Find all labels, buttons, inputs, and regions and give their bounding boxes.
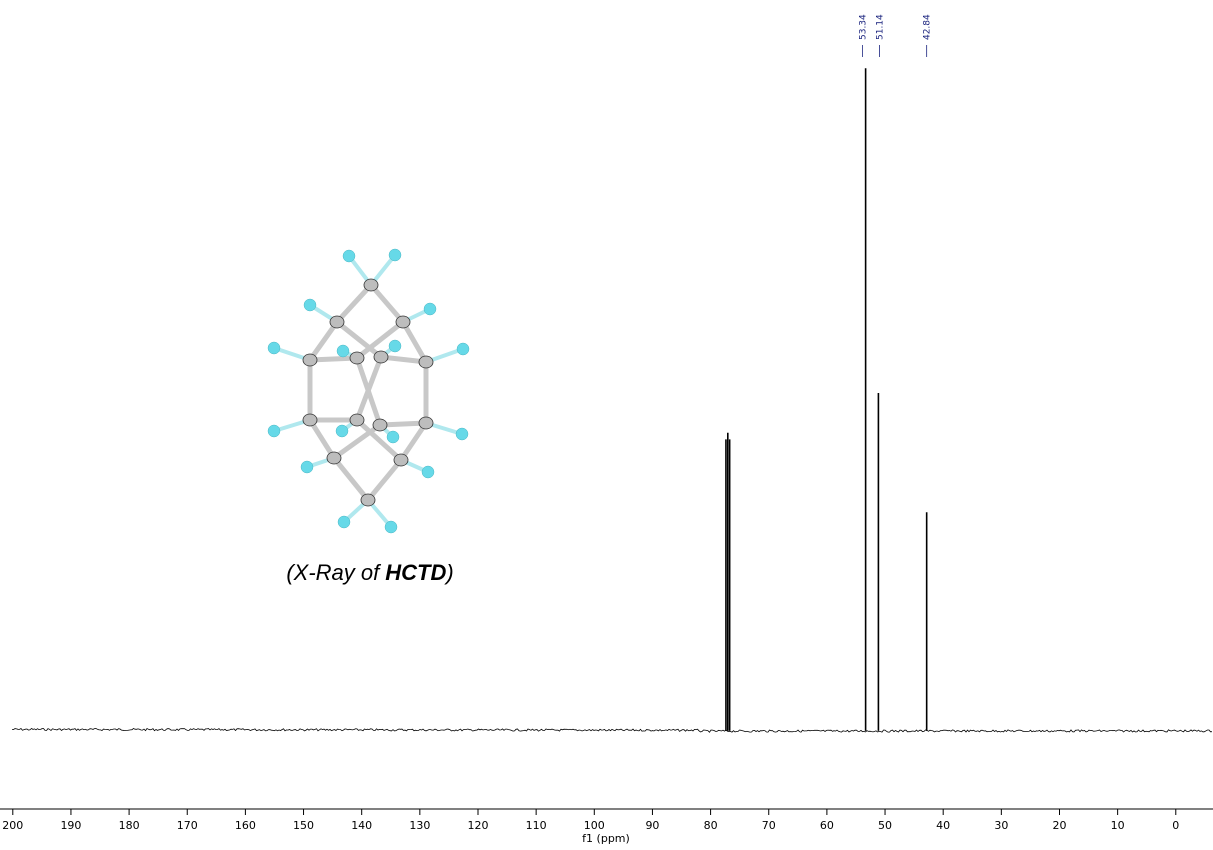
fluorine-atom xyxy=(422,466,434,478)
x-tick-label: 90 xyxy=(645,819,659,832)
caption-emphasis: HCTD xyxy=(385,560,446,585)
x-tick-label: 170 xyxy=(177,819,198,832)
peak-label: 53.34 xyxy=(859,14,869,40)
x-tick-label: 0 xyxy=(1172,819,1179,832)
carbon-atom xyxy=(303,354,317,366)
peak-label: 42.84 xyxy=(923,14,933,40)
bond xyxy=(401,423,426,460)
x-tick-label: 10 xyxy=(1111,819,1125,832)
bond xyxy=(371,285,403,322)
carbon-atom xyxy=(350,352,364,364)
fluorine-atom xyxy=(301,461,313,473)
fluorine-atom xyxy=(268,342,280,354)
x-tick-label: 110 xyxy=(526,819,547,832)
carbon-atom xyxy=(374,351,388,363)
x-tick-label: 180 xyxy=(119,819,140,832)
peak-label: 51.14 xyxy=(875,14,885,40)
x-tick-label: 20 xyxy=(1052,819,1066,832)
chart: (X-Ray ofHCTD) f1 (ppm) 2001901801701601… xyxy=(0,0,1213,850)
carbon-atom xyxy=(303,414,317,426)
carbon-atom xyxy=(394,454,408,466)
carbon-atom xyxy=(364,279,378,291)
baseline-noise xyxy=(12,729,1212,733)
fluorine-atom xyxy=(338,516,350,528)
carbon-atom xyxy=(396,316,410,328)
x-tick-label: 120 xyxy=(467,819,488,832)
x-tick-label: 130 xyxy=(409,819,430,832)
fluorine-atom xyxy=(387,431,399,443)
fluorine-atom xyxy=(389,340,401,352)
bond xyxy=(334,458,368,500)
x-tick-label: 190 xyxy=(60,819,81,832)
carbon-atom xyxy=(373,419,387,431)
x-tick-label: 70 xyxy=(762,819,776,832)
bond xyxy=(368,460,401,500)
fluorine-atom xyxy=(343,250,355,262)
fluorine-atom xyxy=(268,425,280,437)
fluorine-atom xyxy=(424,303,436,315)
fluorine-atom xyxy=(389,249,401,261)
x-tick-label: 200 xyxy=(2,819,23,832)
fluorine-atom xyxy=(304,299,316,311)
molecule xyxy=(268,249,469,533)
x-tick-label: 150 xyxy=(293,819,314,832)
fluorine-atom xyxy=(336,425,348,437)
x-tick-label: 140 xyxy=(351,819,372,832)
carbon-atom xyxy=(419,356,433,368)
bond xyxy=(310,322,337,360)
carbon-atom xyxy=(419,417,433,429)
fluorine-atom xyxy=(456,428,468,440)
bond xyxy=(310,420,334,458)
carbon-atom xyxy=(327,452,341,464)
caption-text: (X-Ray of xyxy=(286,560,382,585)
bond xyxy=(337,285,371,322)
fluorine-atom xyxy=(385,521,397,533)
x-tick-label: 60 xyxy=(820,819,834,832)
fluorine-atom xyxy=(457,343,469,355)
x-tick-label: 100 xyxy=(584,819,605,832)
x-tick-label: 50 xyxy=(878,819,892,832)
carbon-atom xyxy=(361,494,375,506)
carbon-atom xyxy=(330,316,344,328)
x-tick-label: 40 xyxy=(936,819,950,832)
carbon-atom xyxy=(350,414,364,426)
x-tick-label: 80 xyxy=(704,819,718,832)
fluorine-atom xyxy=(337,345,349,357)
x-tick-label: 30 xyxy=(994,819,1008,832)
x-tick-label: 160 xyxy=(235,819,256,832)
x-axis-label: f1 (ppm) xyxy=(582,832,630,845)
bond xyxy=(403,322,426,362)
